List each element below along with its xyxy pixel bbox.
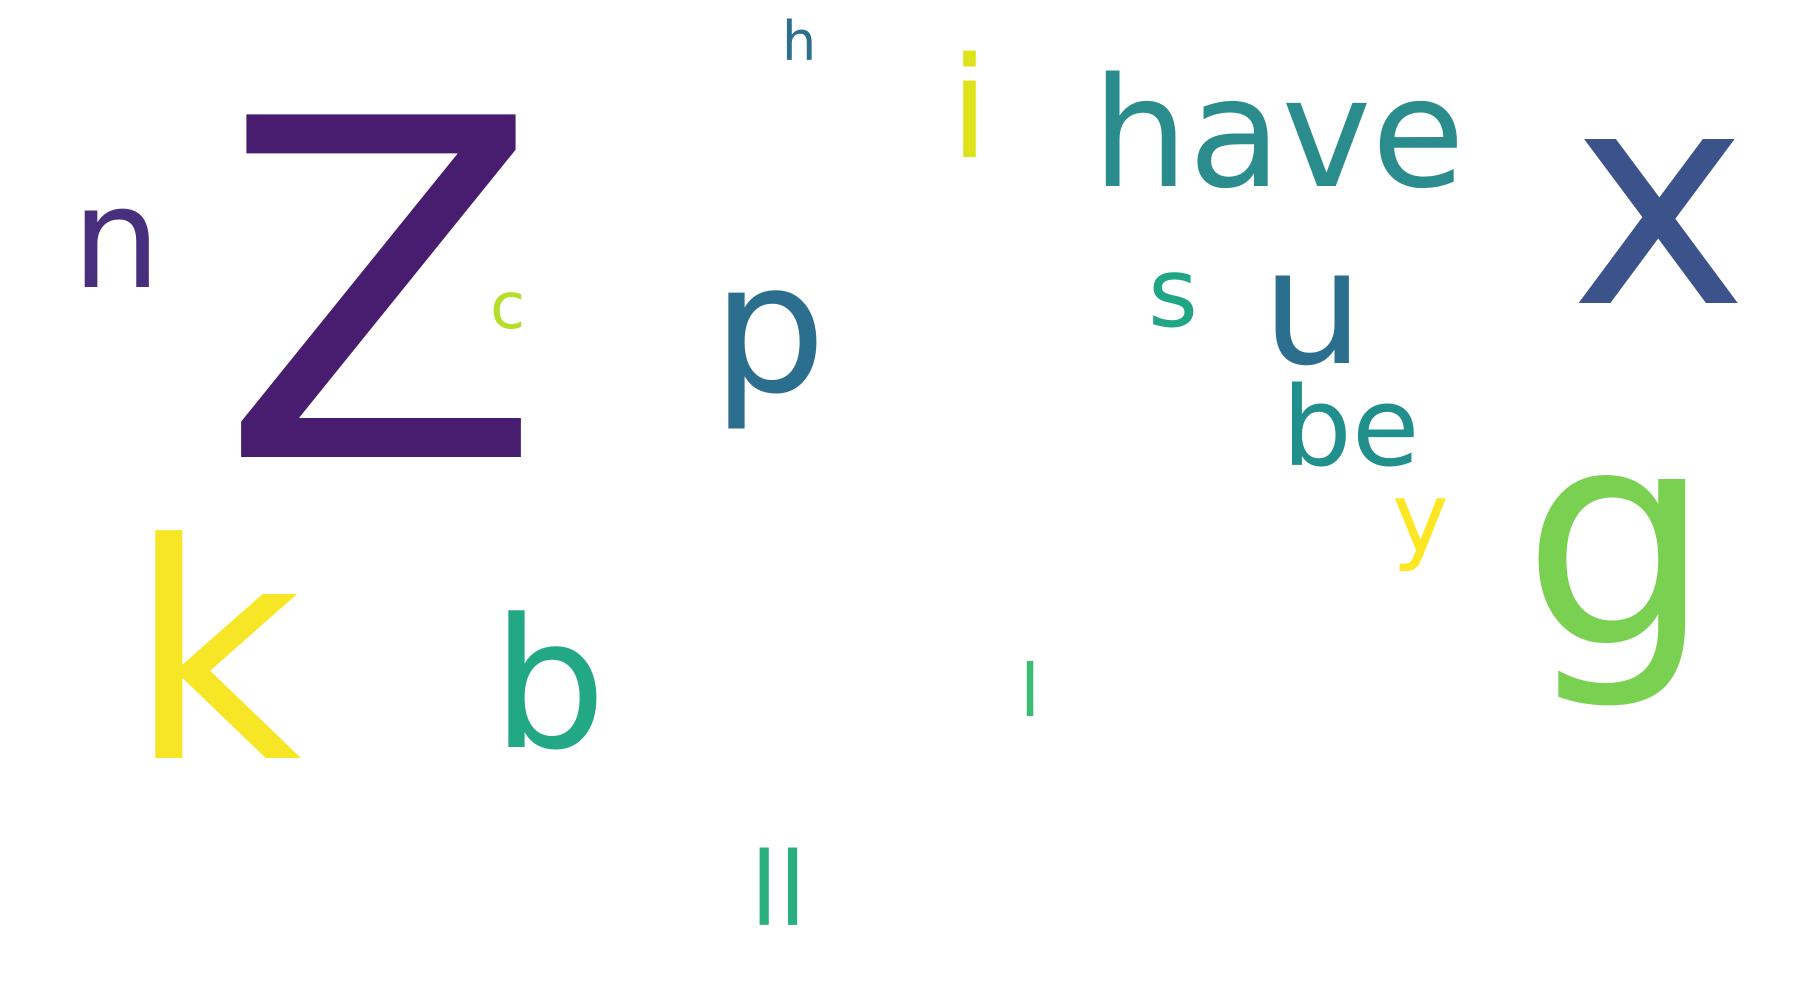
word-have: have — [1092, 45, 1465, 222]
word-x: x — [1570, 25, 1748, 374]
word-l: l — [1020, 649, 1041, 733]
word-n: n — [72, 158, 161, 321]
word-y: y — [1392, 462, 1449, 574]
word-ll: ll — [750, 831, 807, 950]
word-s: s — [1148, 237, 1199, 349]
word-c: c — [490, 270, 526, 344]
word-i: i — [950, 28, 989, 191]
word-g: g — [1522, 365, 1713, 714]
word-p: p — [712, 225, 827, 434]
word-u: u — [1262, 214, 1364, 401]
word-z: Z — [220, 21, 542, 568]
word-h: h — [782, 10, 817, 73]
word-b-large: b — [492, 581, 607, 790]
word-be: be — [1282, 363, 1420, 491]
word-k: k — [128, 480, 302, 829]
